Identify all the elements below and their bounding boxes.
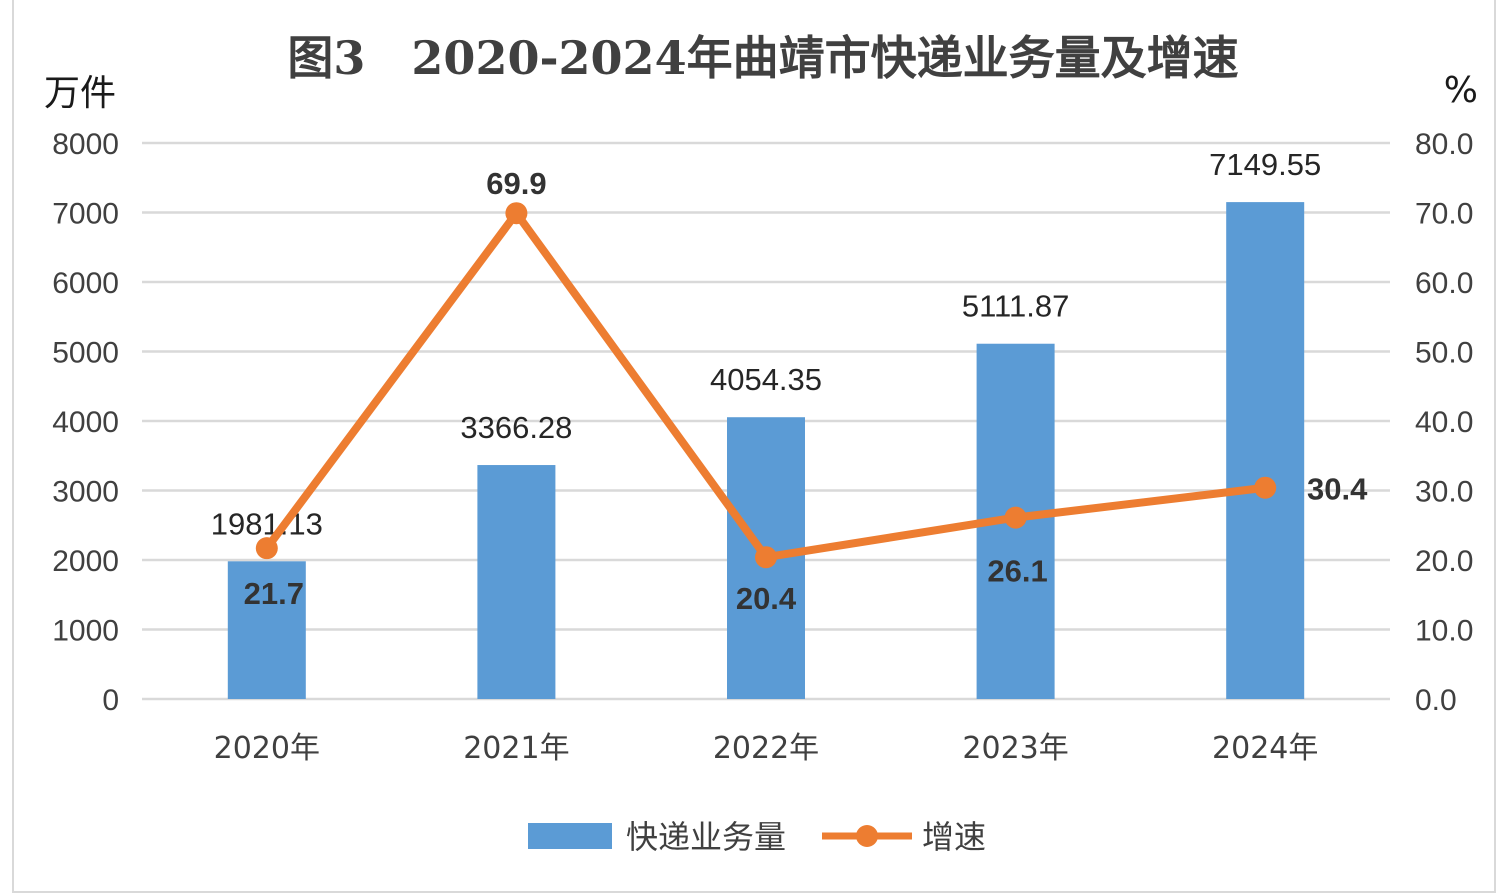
bar-value-label: 5111.87 [962,289,1069,324]
right-axis-ticks: 0.0 10.0 20.0 30.0 40.0 50.0 60.0 70.0 80.0 [1415,128,1473,717]
bar-value-label: 3366.28 [460,410,572,445]
bar [477,465,556,699]
left-axis-unit: 万件 [44,73,116,114]
right-tick-label: 80.0 [1415,128,1473,161]
right-tick-label: 60.0 [1415,267,1473,300]
line-value-label: 26.1 [987,554,1047,589]
line-marker [755,546,777,569]
left-tick-label: 0 [102,684,119,717]
left-tick-label: 7000 [52,198,119,231]
line-value-label: 20.4 [736,581,797,616]
right-tick-label: 10.0 [1415,615,1473,648]
left-tick-label: 2000 [52,545,119,578]
right-tick-label: 50.0 [1415,337,1473,370]
right-tick-label: 70.0 [1415,198,1473,231]
category-label: 2022年 [713,731,819,766]
left-tick-label: 3000 [52,476,119,509]
legend-line-label: 增速 [922,818,986,856]
bar-value-label: 7149.55 [1209,147,1321,182]
category-label: 2020年 [214,731,320,766]
line-value-label: 21.7 [244,576,304,611]
category-label: 2023年 [962,731,1068,766]
bar-data-labels: 1981.13 3366.28 4054.35 5111.87 7149.55 [211,147,1321,541]
bar-series [227,202,1305,700]
left-tick-label: 8000 [52,128,119,161]
right-tick-label: 40.0 [1415,406,1473,439]
right-tick-label: 20.0 [1415,545,1473,578]
left-tick-label: 4000 [52,406,119,439]
legend-line-marker [856,825,878,847]
bar [1226,202,1305,700]
right-axis-unit: % [1444,70,1478,111]
line-value-label: 69.9 [486,166,546,201]
left-tick-label: 6000 [52,267,119,300]
chart-frame [12,0,1496,893]
legend-bar-swatch [528,823,612,849]
legend: 快递业务量 增速 [528,818,986,856]
line-data-labels: 21.7 69.9 20.4 26.1 30.4 [244,166,1368,616]
right-tick-label: 30.0 [1415,476,1473,509]
bar-value-label: 1981.13 [211,506,323,541]
line-marker [505,202,528,225]
right-tick-label: 0.0 [1415,684,1457,717]
line-marker [1004,506,1027,529]
line-marker [1254,476,1277,499]
category-label: 2024年 [1212,731,1318,766]
category-label: 2021年 [463,731,569,766]
line-value-label: 30.4 [1307,472,1368,507]
category-axis-labels: 2020年 2021年 2022年 2023年 2024年 [214,731,1319,766]
line-marker [255,537,278,560]
left-axis-ticks: 0 1000 2000 3000 4000 5000 6000 7000 8000 [52,128,119,717]
chart-title: 图3 2020-2024年曲靖市快递业务量及增速 [287,31,1238,85]
line-series [255,202,1277,569]
legend-bar-label: 快递业务量 [626,818,786,856]
left-tick-label: 1000 [52,615,119,648]
left-tick-label: 5000 [52,337,119,370]
bar-value-label: 4054.35 [710,362,822,397]
bar [227,561,306,699]
